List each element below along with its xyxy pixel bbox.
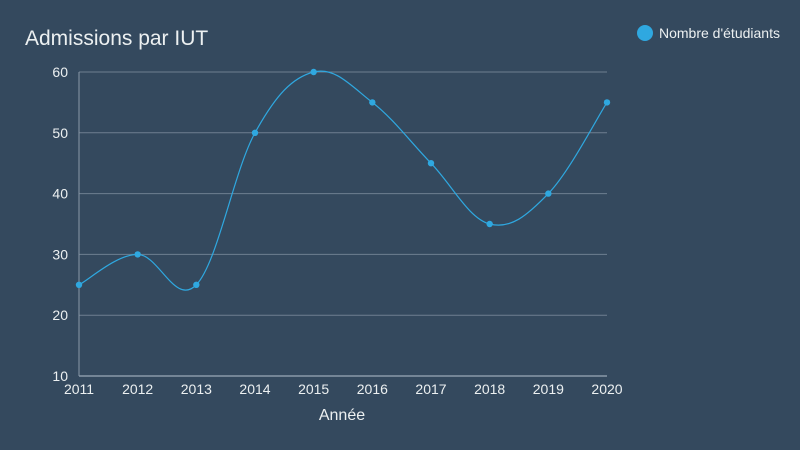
data-point-2013: [193, 281, 200, 288]
x-tick-label-2012: 2012: [122, 381, 153, 397]
data-point-2014: [251, 129, 259, 136]
y-tick-label-60: 60: [52, 64, 68, 80]
x-tick-label-2016: 2016: [357, 381, 388, 397]
x-axis-title: Année: [319, 407, 365, 424]
y-tick-label-50: 50: [52, 125, 68, 141]
x-tick-label-2011: 2011: [64, 381, 94, 397]
y-tick-label-40: 40: [52, 186, 68, 202]
series-layer: [75, 68, 611, 291]
axes: [78, 72, 607, 377]
data-point-2020: [603, 99, 611, 106]
x-tick-label-2015: 2015: [298, 381, 329, 397]
data-point-2017: [427, 160, 435, 167]
data-point-2016: [369, 99, 376, 106]
data-point-2012: [134, 251, 141, 258]
x-tick-label-2013: 2013: [181, 381, 212, 397]
y-tick-label-30: 30: [52, 246, 68, 262]
data-point-2018: [486, 220, 493, 228]
data-point-2015: [310, 68, 317, 76]
chart-title: Admissions par IUT: [25, 27, 209, 50]
x-tick-label-2014: 2014: [239, 381, 270, 397]
legend-label: Nombre d'étudiants: [659, 25, 780, 41]
series-line-0: [78, 70, 608, 291]
x-tick-label-2020: 2020: [591, 381, 622, 397]
tick-labels: 10 20 30 40 50 60 2011 2012 2013 2014 2015 2016 2017…: [52, 64, 622, 397]
x-tick-label-2019: 2019: [533, 381, 564, 397]
y-tick-label-20: 20: [52, 307, 68, 323]
data-point-2019: [545, 190, 552, 197]
x-tick-label-2018: 2018: [474, 381, 505, 397]
x-tick-label-2017: 2017: [415, 381, 446, 397]
y-tick-label-10: 10: [52, 368, 68, 384]
legend[interactable]: Nombre d'étudiants: [637, 25, 780, 41]
grid-lines: [79, 71, 607, 316]
legend-swatch-icon: [637, 25, 653, 41]
data-point-2011: [75, 281, 83, 288]
